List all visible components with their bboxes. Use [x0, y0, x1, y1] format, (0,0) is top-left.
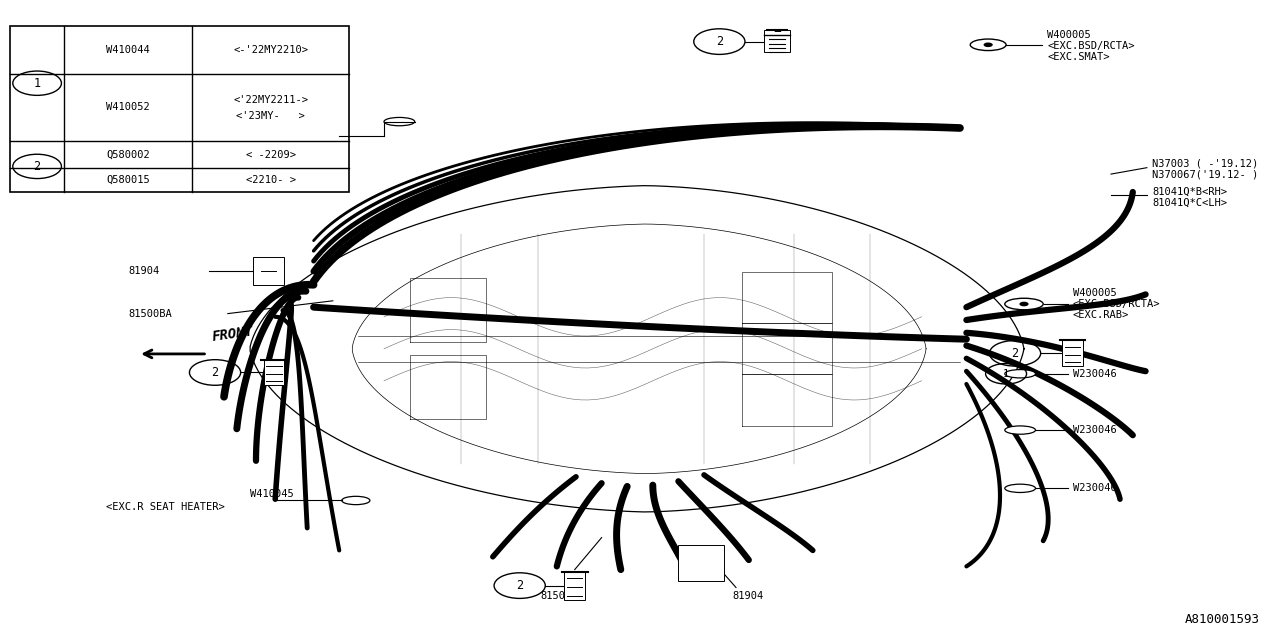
Ellipse shape	[970, 39, 1006, 51]
Text: A810001593: A810001593	[1184, 613, 1260, 626]
Text: <'23MY-   >: <'23MY- >	[237, 111, 305, 120]
Bar	[1062, 340, 1083, 366]
Text: W230046: W230046	[1073, 425, 1116, 435]
Text: 2: 2	[716, 35, 723, 48]
Bar	[678, 545, 724, 581]
Ellipse shape	[1005, 369, 1036, 378]
Text: 2: 2	[211, 366, 219, 379]
Text: <EXC.R SEAT HEATER>: <EXC.R SEAT HEATER>	[106, 502, 225, 512]
Text: 2: 2	[33, 160, 41, 173]
Text: Q580015: Q580015	[106, 175, 150, 185]
Ellipse shape	[1005, 484, 1036, 493]
Bar	[10, 26, 349, 192]
Text: 81041Q*B<RH>: 81041Q*B<RH>	[1152, 187, 1228, 197]
Bar	[264, 360, 284, 385]
Text: FRONT: FRONT	[211, 324, 255, 344]
Text: W230046: W230046	[1073, 369, 1116, 379]
Text: <-'22MY2210>: <-'22MY2210>	[233, 45, 308, 54]
Bar	[764, 30, 790, 52]
Text: 2: 2	[516, 579, 524, 592]
Text: 2: 2	[1011, 347, 1019, 360]
Text: 81500BA: 81500BA	[128, 308, 172, 319]
Ellipse shape	[384, 117, 415, 125]
Text: <'22MY2211->: <'22MY2211->	[233, 95, 308, 104]
Ellipse shape	[342, 497, 370, 504]
Ellipse shape	[1005, 426, 1036, 434]
Text: 81904: 81904	[732, 591, 763, 602]
Text: <EXC.BSD/RCTA>: <EXC.BSD/RCTA>	[1047, 41, 1134, 51]
Text: W400005: W400005	[1047, 30, 1091, 40]
Bar	[253, 257, 284, 285]
Text: <EXC.SMAT>: <EXC.SMAT>	[1047, 52, 1110, 62]
Text: W410045: W410045	[250, 489, 293, 499]
Text: 81500BB: 81500BB	[540, 591, 584, 602]
Text: 1: 1	[33, 77, 41, 90]
Text: <EXC.SMAT>: <EXC.SMAT>	[282, 123, 344, 133]
Text: 81904: 81904	[128, 266, 159, 276]
Text: ▬: ▬	[773, 26, 781, 35]
Text: < -2209>: < -2209>	[246, 150, 296, 159]
Text: W400005: W400005	[1073, 288, 1116, 298]
Text: Q580002: Q580002	[106, 150, 150, 159]
Text: W230046: W230046	[1073, 483, 1116, 493]
Text: N37003 ( -'19.12): N37003 ( -'19.12)	[1152, 158, 1258, 168]
Circle shape	[1019, 301, 1029, 307]
Text: 1: 1	[1004, 369, 1009, 379]
Text: W410044: W410044	[106, 45, 150, 54]
Text: W230046: W230046	[282, 110, 325, 120]
Text: W410052: W410052	[106, 102, 150, 112]
Text: <EXC.RAB>: <EXC.RAB>	[1073, 310, 1129, 320]
Text: 81041Q*C<LH>: 81041Q*C<LH>	[1152, 198, 1228, 208]
Text: <EXC.BSD/RCTA>: <EXC.BSD/RCTA>	[1073, 299, 1160, 309]
Text: <2210- >: <2210- >	[246, 175, 296, 185]
Text: N370067('19.12- ): N370067('19.12- )	[1152, 169, 1258, 179]
Ellipse shape	[1005, 298, 1043, 310]
Bar	[564, 572, 585, 600]
Circle shape	[983, 42, 993, 47]
